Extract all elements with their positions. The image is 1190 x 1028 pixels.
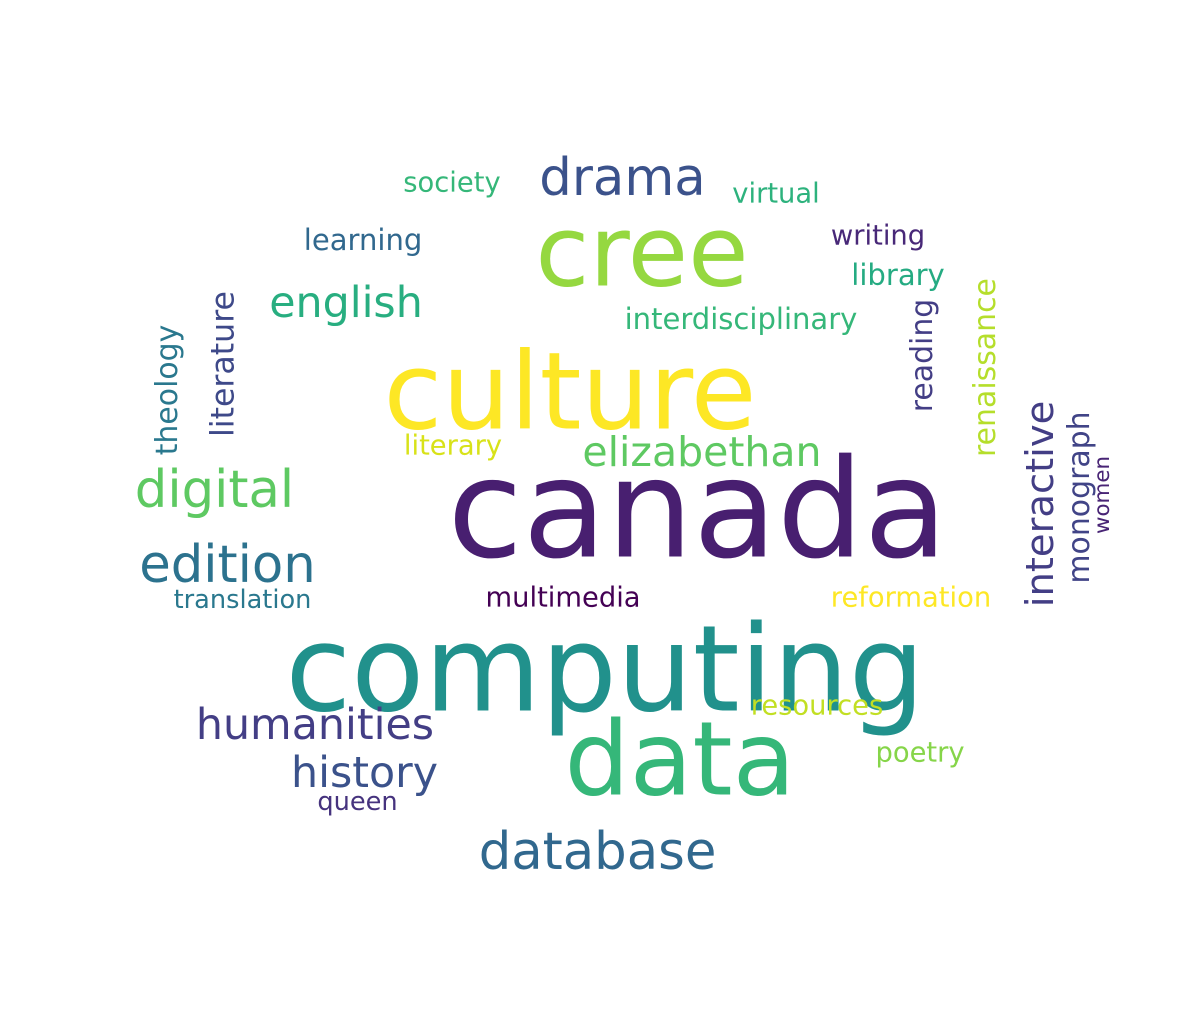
- word-women: women: [1090, 456, 1115, 534]
- word-canada: canada: [448, 431, 948, 590]
- word-digital: digital: [135, 460, 294, 520]
- word-interdisciplinary: interdisciplinary: [625, 302, 858, 336]
- word-learning: learning: [304, 223, 423, 257]
- word-database: database: [479, 822, 717, 882]
- word-poetry: poetry: [876, 738, 965, 769]
- word-edition: edition: [139, 535, 316, 595]
- word-theology: theology: [150, 325, 185, 456]
- word-computing: computing: [285, 601, 924, 740]
- word-cree: cree: [535, 196, 748, 310]
- word-resources: resources: [751, 691, 884, 722]
- word-library: library: [851, 258, 944, 292]
- word-humanities: humanities: [196, 700, 434, 750]
- word-writing: writing: [831, 221, 925, 252]
- word-elizabethan: elizabethan: [582, 428, 821, 476]
- word-literature: literature: [206, 291, 242, 437]
- word-reformation: reformation: [831, 583, 991, 614]
- word-renaissance: renaissance: [968, 278, 1003, 457]
- word-virtual: virtual: [732, 179, 819, 210]
- word-queen: queen: [317, 787, 397, 817]
- word-reading: reading: [905, 299, 940, 413]
- word-society: society: [403, 168, 500, 199]
- word-drama: drama: [539, 148, 705, 208]
- word-history: history: [291, 748, 438, 798]
- word-culture: culture: [384, 331, 757, 455]
- word-multimedia: multimedia: [486, 583, 641, 614]
- word-literary: literary: [404, 431, 502, 462]
- word-interactive: interactive: [1018, 401, 1063, 607]
- word-monograph: monograph: [1062, 411, 1097, 583]
- word-english: english: [269, 278, 423, 328]
- word-data: data: [565, 701, 796, 820]
- word-translation: translation: [174, 585, 312, 615]
